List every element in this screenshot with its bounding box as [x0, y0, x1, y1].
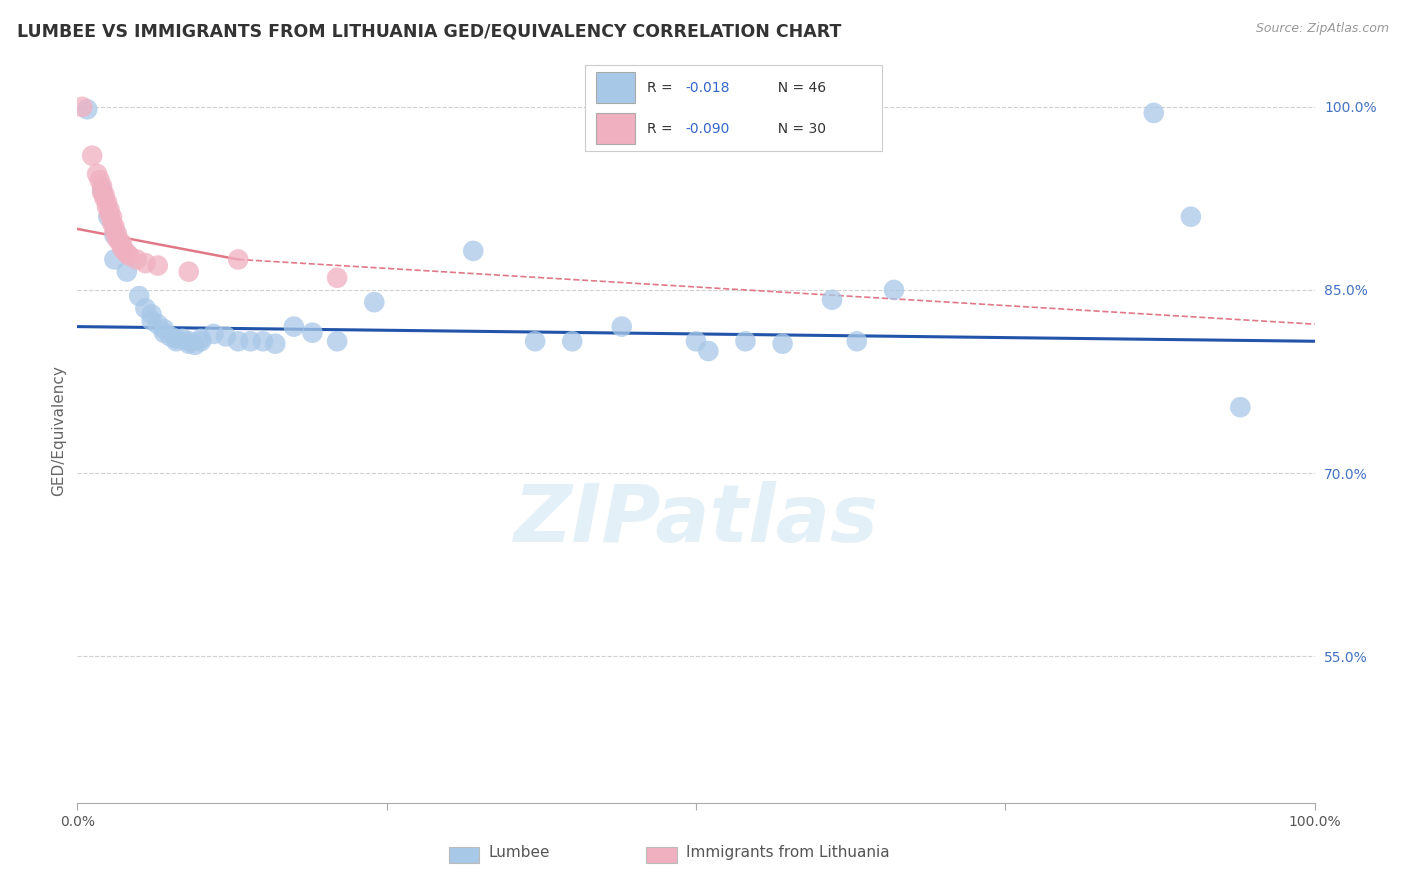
Point [772, 336, 794, 351]
Point [177, 336, 200, 351]
Point [105, 227, 128, 241]
Point [1229, 400, 1251, 414]
Point [105, 232, 128, 246]
Point [76, 102, 98, 116]
Point [93, 191, 115, 205]
Point [524, 334, 547, 349]
Point [463, 244, 485, 258]
Point [96, 200, 118, 214]
Point [363, 295, 385, 310]
Point [112, 244, 135, 258]
Point [91, 179, 114, 194]
Point [86, 167, 108, 181]
Point [72, 100, 94, 114]
Point [226, 334, 249, 349]
Text: Source: ZipAtlas.com: Source: ZipAtlas.com [1256, 22, 1389, 36]
Text: Immigrants from Lithuania: Immigrants from Lithuania [686, 846, 890, 860]
Point [93, 187, 115, 202]
Y-axis label: GED/Equivalency: GED/Equivalency [51, 365, 66, 496]
Point [134, 301, 156, 316]
Point [146, 317, 169, 331]
Point [115, 246, 138, 260]
Point [153, 322, 176, 336]
Point [326, 270, 349, 285]
Point [97, 210, 120, 224]
Point [125, 252, 148, 267]
Point [103, 219, 125, 234]
Point [685, 334, 707, 349]
Point [177, 334, 200, 349]
Point [134, 256, 156, 270]
Text: ZIPatlas: ZIPatlas [513, 481, 879, 558]
Point [821, 293, 844, 307]
Point [301, 326, 323, 340]
Point [165, 334, 187, 349]
Point [141, 313, 163, 327]
Point [202, 326, 225, 341]
Point [252, 334, 274, 349]
Point [91, 186, 114, 200]
Point [91, 183, 114, 197]
Point [103, 252, 125, 267]
Point [128, 289, 150, 303]
Point [226, 252, 249, 267]
FancyBboxPatch shape [647, 847, 678, 863]
Point [326, 334, 349, 349]
Point [239, 334, 262, 349]
Point [184, 338, 207, 352]
Point [96, 195, 118, 210]
Point [146, 259, 169, 273]
Text: LUMBEE VS IMMIGRANTS FROM LITHUANIA GED/EQUIVALENCY CORRELATION CHART: LUMBEE VS IMMIGRANTS FROM LITHUANIA GED/… [17, 22, 841, 40]
Point [82, 149, 104, 163]
Point [1143, 106, 1166, 120]
Point [159, 329, 181, 343]
Point [153, 326, 176, 340]
Point [98, 202, 121, 217]
Point [103, 224, 125, 238]
Point [118, 249, 141, 263]
Text: Lumbee: Lumbee [488, 846, 550, 860]
Point [103, 227, 125, 242]
Point [101, 216, 124, 230]
Point [98, 207, 121, 221]
Point [264, 336, 287, 351]
Point [190, 334, 212, 349]
Point [1180, 210, 1202, 224]
Point [177, 265, 200, 279]
Point [845, 334, 868, 349]
Point [190, 332, 212, 346]
Point [165, 332, 187, 346]
Point [115, 265, 138, 279]
Point [561, 334, 583, 349]
Point [610, 319, 633, 334]
Point [111, 236, 134, 251]
FancyBboxPatch shape [449, 847, 479, 863]
Point [215, 329, 238, 343]
Point [111, 240, 134, 254]
Point [89, 173, 111, 187]
Point [101, 210, 124, 224]
Point [172, 332, 194, 346]
Point [108, 234, 131, 248]
Point [883, 283, 905, 297]
Point [734, 334, 756, 349]
Point [697, 344, 720, 359]
Point [141, 307, 163, 321]
Point [283, 319, 305, 334]
